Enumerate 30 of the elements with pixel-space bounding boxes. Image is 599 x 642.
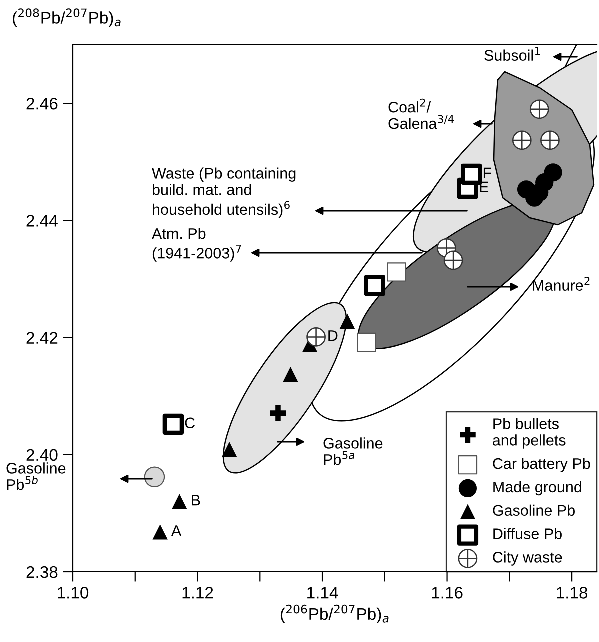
annotation: C xyxy=(185,418,195,429)
text: Gasoline Pb$^{5b}$ xyxy=(6,462,66,490)
legend-label: Car battery Pb xyxy=(493,458,590,472)
legend-label: Diffuse Pb xyxy=(494,528,562,540)
annotation: Manure$^{2}$ xyxy=(533,277,590,291)
y-axis-title: ($^{208}$Pb/$^{207}$Pb)$_{a}$ xyxy=(13,8,121,28)
x-tick-label: 1.16 xyxy=(432,587,463,599)
x-tick-label: 1.12 xyxy=(182,587,214,599)
x-tick-label: 1.18 xyxy=(557,587,588,599)
x-tick-label: 1.10 xyxy=(58,587,89,599)
annotation: Coal$^{2}$/ Galena$^{3/4}$ xyxy=(388,98,454,130)
annotation: Waste (Pb containing build. mat. and household utensils)$^{6}$ xyxy=(152,168,296,218)
annotation: Subsoil$^{1}$ xyxy=(484,47,540,61)
x-axis-title: ($^{206}$Pb/$^{207}$Pb)$_{a}$ xyxy=(280,604,389,624)
legend-label: Made ground xyxy=(494,481,582,496)
y-tick-label: 2.44 xyxy=(26,215,58,227)
y-tick-label: 2.46 xyxy=(26,98,58,110)
annotation: Atm. Pb (1941-2003)$^{7}$ xyxy=(152,228,242,262)
y-tick-label: 2.42 xyxy=(26,332,58,344)
legend-label: Gasoline Pb xyxy=(493,504,575,516)
annotation: A xyxy=(171,526,182,536)
annotation: F xyxy=(484,168,492,178)
annotation: Gasoline Pb$^{5a}$ xyxy=(324,438,383,466)
annotation: B xyxy=(192,495,200,506)
legend-label: City waste xyxy=(493,552,562,566)
legend-label: Pb bullets and pellets xyxy=(493,418,566,449)
y-tick-label: 2.40 xyxy=(26,449,58,462)
x-tick-label: 1.14 xyxy=(308,587,338,599)
y-tick-label: 2.38 xyxy=(26,566,58,578)
annotation: D xyxy=(328,330,338,342)
